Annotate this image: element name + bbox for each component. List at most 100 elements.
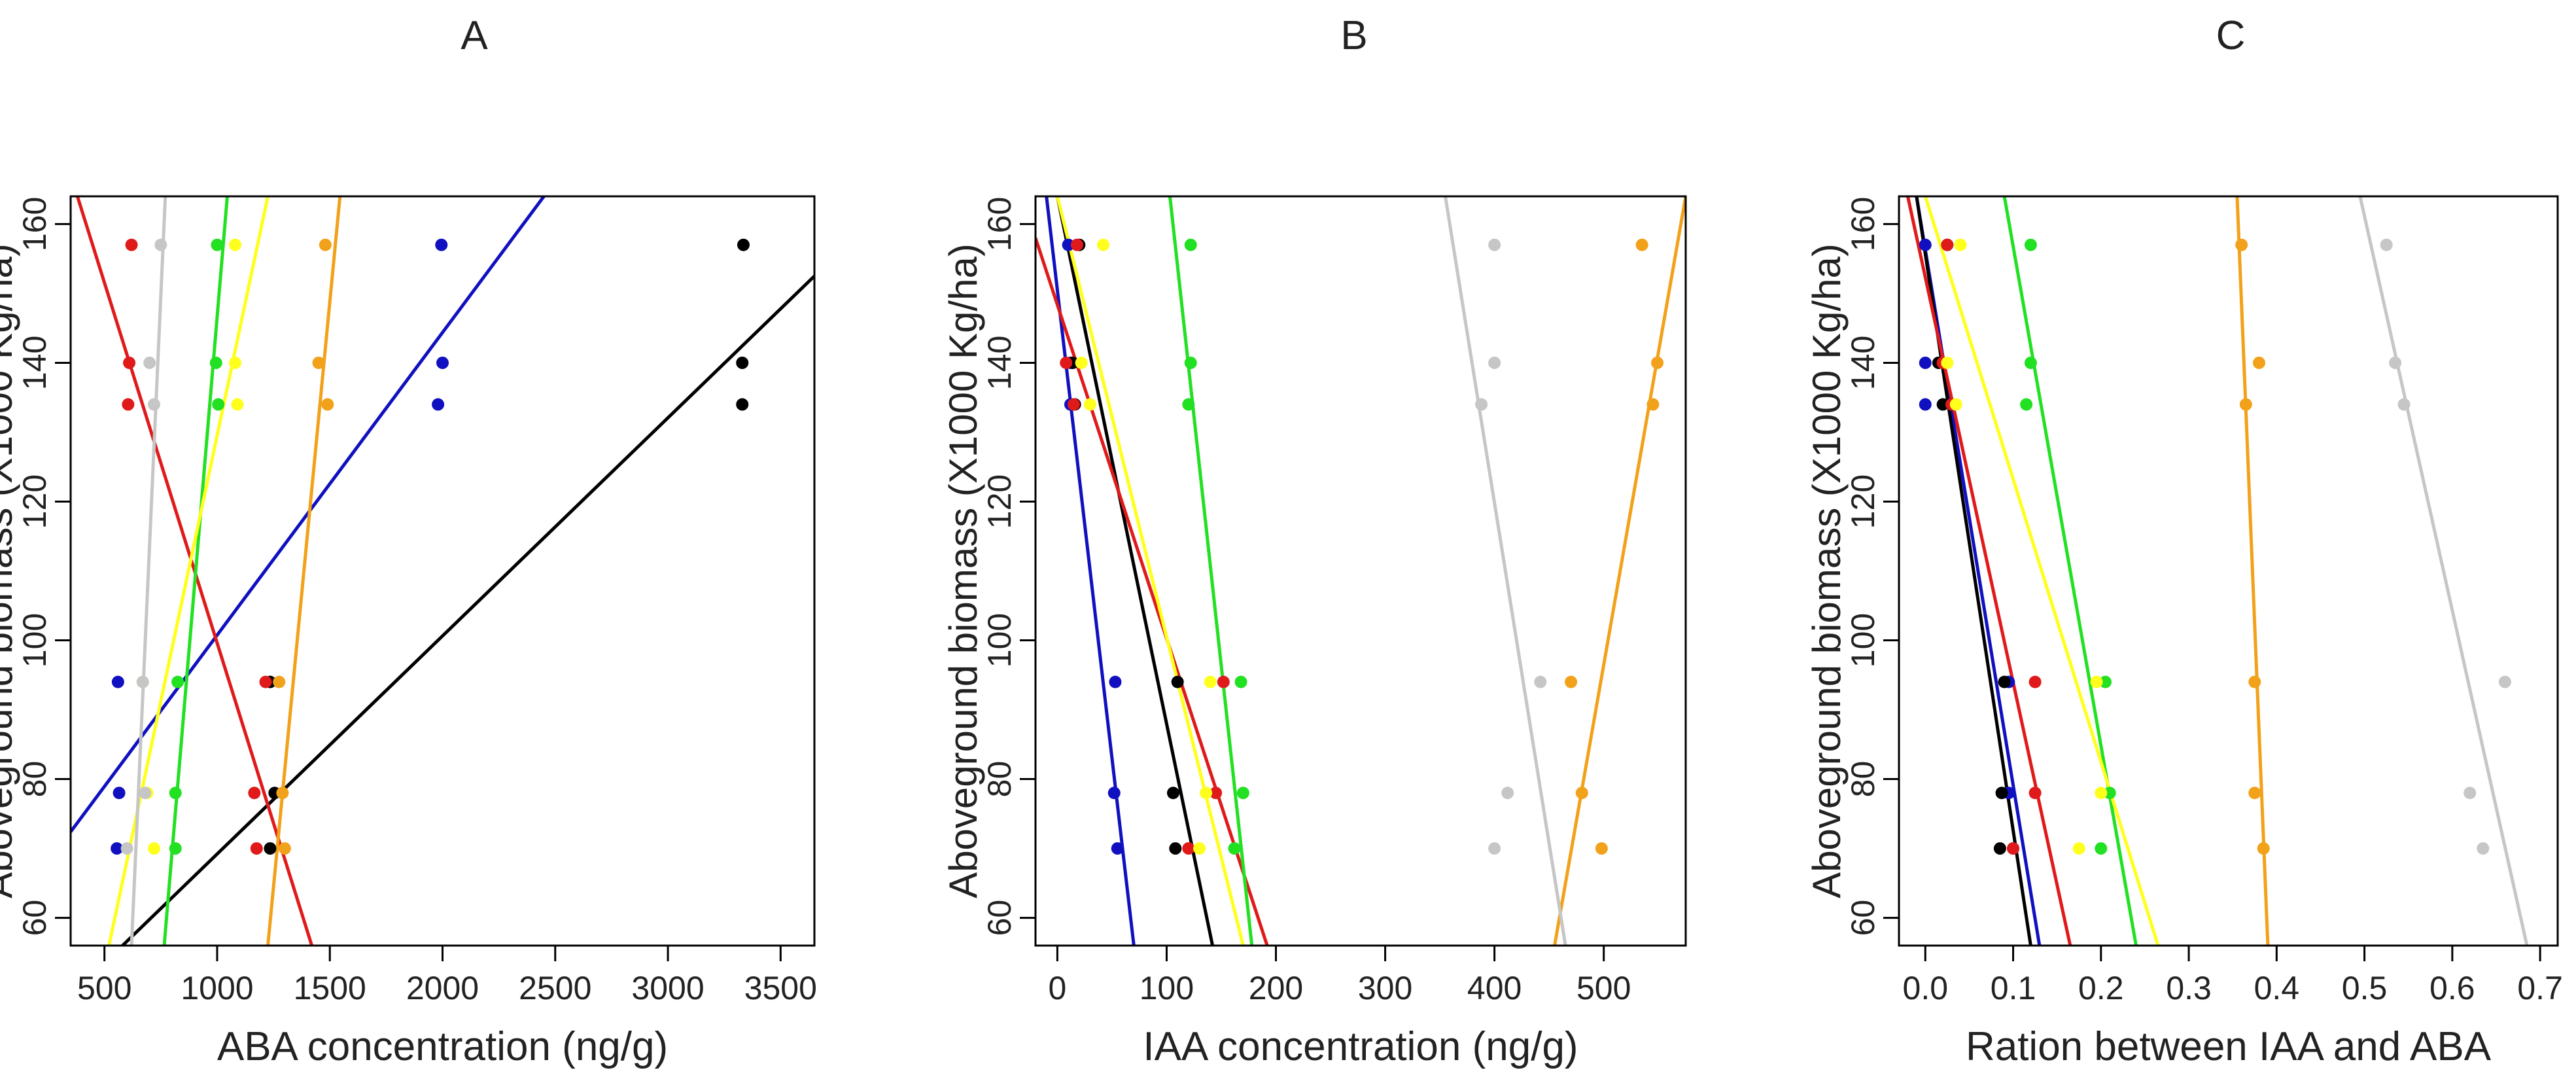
data-point-gray bbox=[120, 842, 133, 855]
y-axis-label: Aboveground biomass (X1000 Kg/ha) bbox=[1805, 243, 1849, 898]
data-point-orange bbox=[1651, 356, 1664, 369]
y-axis-label: Aboveground biomass (X1000 Kg/ha) bbox=[0, 243, 20, 898]
data-point-orange bbox=[1565, 675, 1578, 688]
plot-frame bbox=[69, 195, 816, 947]
fit-line-gray bbox=[2358, 196, 2529, 946]
data-point-blue bbox=[1107, 787, 1121, 800]
data-point-orange bbox=[278, 842, 291, 855]
y-tick-label: 120 bbox=[981, 474, 1018, 529]
x-tick-label: 0.4 bbox=[2254, 970, 2300, 1006]
data-point-red bbox=[2007, 842, 2020, 855]
fit-line-green bbox=[1168, 196, 1254, 946]
data-point-green bbox=[1228, 842, 1241, 855]
data-point-yellow bbox=[1084, 398, 1097, 411]
data-point-green bbox=[2103, 787, 2116, 800]
data-point-yellow bbox=[1075, 356, 1088, 369]
data-point-orange bbox=[2248, 787, 2261, 800]
panel-title: C bbox=[2216, 13, 2246, 58]
y-tick-label: 160 bbox=[981, 197, 1018, 251]
data-point-green bbox=[2020, 398, 2033, 411]
data-point-black bbox=[1169, 842, 1182, 855]
fit-line-red bbox=[1906, 196, 2072, 946]
data-point-blue bbox=[111, 675, 124, 688]
x-tick-label: 300 bbox=[1358, 970, 1412, 1006]
fit-line-blue bbox=[71, 196, 546, 833]
chart-panel-b: B 0 100 200 300 400 500 60 80 100 120 140 160 IAA con… bbox=[941, 13, 1687, 1069]
y-tick-label: 120 bbox=[1845, 474, 1881, 529]
data-point-orange bbox=[1646, 398, 1660, 411]
data-point-gray bbox=[147, 398, 160, 411]
x-tick-label: 3500 bbox=[744, 970, 817, 1006]
fit-lines bbox=[71, 196, 814, 946]
data-point-orange bbox=[2235, 238, 2248, 251]
x-tick-label: 1000 bbox=[181, 970, 253, 1006]
y-tick-label: 60 bbox=[981, 900, 1018, 936]
chart-panel-c: C 0.0 0.1 0.2 0.3 0.4 0.5 0.6 0.7 60 80 100 120 140 16… bbox=[1805, 13, 2563, 1069]
data-point-blue bbox=[1919, 398, 1932, 411]
data-point-green bbox=[211, 238, 224, 251]
fit-line-yellow bbox=[1923, 196, 2160, 946]
data-point-green bbox=[2024, 238, 2037, 251]
x-tick-label: 500 bbox=[77, 970, 131, 1006]
data-point-black bbox=[264, 842, 277, 855]
fit-lines bbox=[1036, 196, 1686, 946]
y-tick-label: 60 bbox=[16, 900, 53, 936]
x-tick-label: 0.7 bbox=[2517, 970, 2563, 1006]
data-point-green bbox=[171, 675, 184, 688]
data-point-gray bbox=[2463, 787, 2477, 800]
data-point-green bbox=[169, 787, 182, 800]
fit-line-gray bbox=[130, 196, 167, 946]
x-tick-label: 2500 bbox=[519, 970, 591, 1006]
data-point-green bbox=[212, 398, 225, 411]
x-tick-label: 200 bbox=[1249, 970, 1303, 1006]
data-point-yellow bbox=[1954, 238, 1967, 251]
data-point-orange bbox=[1575, 787, 1588, 800]
y-tick-label: 140 bbox=[981, 336, 1018, 390]
x-tick-label: 100 bbox=[1140, 970, 1194, 1006]
data-point-green bbox=[1182, 398, 1195, 411]
data-point-red bbox=[259, 675, 272, 688]
data-point-gray bbox=[2389, 356, 2402, 369]
data-point-green bbox=[1234, 675, 1247, 688]
fit-line-green bbox=[2002, 196, 2138, 946]
data-point-blue bbox=[111, 842, 124, 855]
x-tick-label: 400 bbox=[1467, 970, 1522, 1006]
data-point-red bbox=[2028, 675, 2042, 688]
data-point-yellow bbox=[2090, 675, 2103, 688]
data-point-yellow bbox=[231, 398, 244, 411]
y-tick-label: 160 bbox=[1845, 197, 1881, 251]
x-tick-label: 0.3 bbox=[2166, 970, 2212, 1006]
x-tick-label: 0.6 bbox=[2429, 970, 2475, 1006]
x-tick-label: 0.5 bbox=[2342, 970, 2388, 1006]
data-point-gray bbox=[1488, 842, 1501, 855]
data-point-orange bbox=[276, 787, 289, 800]
fit-line-black bbox=[1055, 196, 1215, 946]
plot-frame bbox=[1898, 195, 2559, 947]
data-point-gray bbox=[154, 238, 167, 251]
data-point-yellow bbox=[147, 842, 160, 855]
data-point-orange bbox=[1635, 238, 1648, 251]
data-point-red bbox=[1070, 238, 1083, 251]
data-point-yellow bbox=[1204, 675, 1217, 688]
data-point-gray bbox=[1488, 356, 1501, 369]
data-point-yellow bbox=[2095, 787, 2108, 800]
data-point-red bbox=[1217, 675, 1230, 688]
data-point-blue bbox=[1919, 238, 1932, 251]
y-axis-label: Aboveground biomass (X1000 Kg/ha) bbox=[941, 243, 985, 898]
data-point-yellow bbox=[1193, 842, 1206, 855]
data-point-gray bbox=[143, 356, 156, 369]
y-tick-label: 160 bbox=[16, 197, 53, 251]
data-point-gray bbox=[1475, 398, 1488, 411]
data-point-yellow bbox=[1200, 787, 1213, 800]
data-point-red bbox=[2028, 787, 2042, 800]
data-point-red bbox=[122, 398, 135, 411]
x-axis-label: IAA concentration (ng/g) bbox=[1143, 1024, 1578, 1069]
data-point-blue bbox=[113, 787, 126, 800]
data-point-black bbox=[1993, 842, 2006, 855]
data-point-gray bbox=[1534, 675, 1547, 688]
y-tick-label: 60 bbox=[1845, 900, 1881, 936]
data-point-yellow bbox=[229, 238, 242, 251]
data-point-gray bbox=[2498, 675, 2511, 688]
data-point-green bbox=[1236, 787, 1249, 800]
